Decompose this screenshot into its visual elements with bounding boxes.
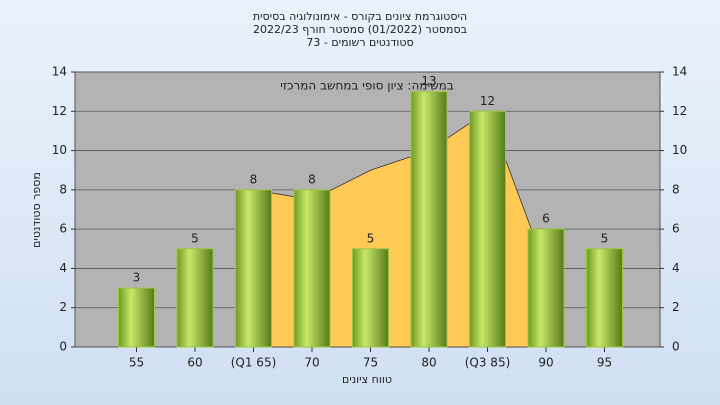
x-tick-label: (Q1 65): [231, 356, 277, 370]
chart-title: היסטוגרמת ציונים בקורס - אימונולוגיה בסי…: [253, 10, 467, 23]
x-axis-label: טווח ציונים: [342, 373, 392, 386]
bar: [293, 189, 331, 348]
y-tick-label: 6: [59, 222, 67, 236]
y2-tick-label: 8: [672, 182, 680, 196]
bar: [469, 110, 506, 348]
y2-tick-label: 12: [672, 104, 687, 118]
bar: [410, 91, 448, 348]
y-axis-label: מספר סטודנטים: [30, 172, 43, 248]
x-tick-label: 75: [363, 356, 378, 370]
subtitle: סטודנטים רשומים - 73: [306, 36, 413, 49]
bar: [352, 248, 389, 348]
y-tick-label: 4: [59, 261, 67, 275]
x-tick-label: 70: [304, 356, 319, 370]
y-tick-label: 10: [52, 143, 67, 157]
x-tick-label: 95: [597, 356, 612, 370]
y-tick-label: 2: [59, 300, 67, 314]
y2-tick-label: 10: [672, 143, 687, 157]
value-label: 8: [308, 172, 316, 186]
value-label: 5: [601, 231, 609, 245]
value-label: 5: [191, 231, 199, 245]
x-tick-label: 55: [129, 356, 144, 370]
subtitle: בסמסטר (01/2022) סמסטר חורף 2022/23: [253, 23, 467, 36]
y-tick-label: 8: [59, 182, 67, 196]
value-label: 12: [480, 94, 495, 108]
bar: [235, 189, 272, 348]
value-label: 6: [542, 212, 550, 226]
y2-tick-label: 6: [672, 222, 680, 236]
annotation: במשימה: ציון סופי במחשב המרכזי: [280, 79, 454, 93]
value-label: 8: [250, 172, 258, 186]
bar: [176, 248, 214, 348]
bar: [586, 248, 623, 348]
y2-tick-label: 2: [672, 300, 680, 314]
x-tick-label: 90: [538, 356, 553, 370]
x-tick-label: 80: [421, 356, 436, 370]
bar: [118, 287, 155, 348]
y2-tick-label: 4: [672, 261, 680, 275]
bar: [527, 228, 565, 348]
y-tick-label: 0: [59, 340, 67, 354]
value-label: 5: [367, 231, 375, 245]
x-tick-label: (Q3 85): [465, 356, 511, 370]
y-tick-label: 14: [52, 65, 67, 79]
y-tick-label: 12: [52, 104, 67, 118]
value-label: 13: [421, 74, 436, 88]
value-label: 3: [133, 271, 141, 285]
y2-tick-label: 0: [672, 340, 680, 354]
y2-tick-label: 14: [672, 65, 687, 79]
x-tick-label: 60: [187, 356, 202, 370]
